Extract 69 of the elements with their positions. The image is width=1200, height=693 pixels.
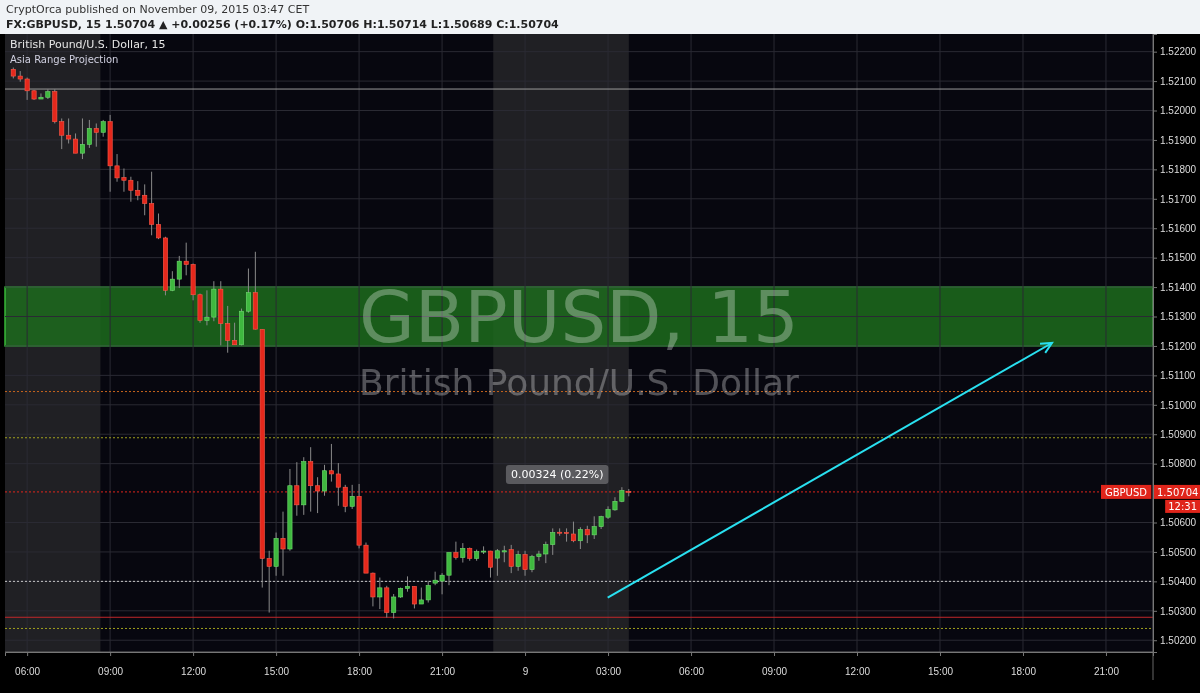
x-tick-label: 09:00 bbox=[98, 666, 124, 677]
y-tick-label: 1.51800 bbox=[1160, 164, 1197, 176]
y-tick-label: 1.52200 bbox=[1160, 46, 1197, 58]
x-tick-label: 21:00 bbox=[1093, 666, 1120, 677]
y-tick-label: 1.50200 bbox=[1160, 634, 1197, 646]
annotation: 0.00324 (0.22%) bbox=[510, 468, 604, 482]
candlestick bbox=[73, 132, 78, 154]
y-tick-label: 1.52000 bbox=[1160, 105, 1197, 117]
text: 12:31 bbox=[1168, 500, 1197, 512]
x-tick-label: 06:00 bbox=[15, 666, 41, 677]
candlestick bbox=[322, 464, 327, 497]
annotation: British Pound/U.S. Dollar, 15 bbox=[10, 38, 166, 51]
x-tick-label: 15:00 bbox=[264, 666, 290, 677]
candlestick bbox=[577, 526, 583, 550]
candlestick bbox=[564, 527, 569, 543]
y-tick-label: 1.51000 bbox=[1160, 399, 1197, 411]
y-tick-label: 1.51300 bbox=[1160, 311, 1197, 323]
y-tick-label: 1.52100 bbox=[1160, 75, 1197, 87]
candlestick bbox=[349, 484, 355, 510]
x-tick-label: 12:00 bbox=[844, 666, 871, 677]
y-tick-label: 1.50500 bbox=[1160, 546, 1197, 558]
annotation: GBPUSD, 15 bbox=[359, 275, 799, 359]
y-tick-label: 1.51100 bbox=[1160, 370, 1196, 382]
candlestick bbox=[80, 117, 85, 160]
ref-line-label: GBPUSD bbox=[1104, 486, 1148, 498]
x-tick-label: 09:00 bbox=[762, 666, 788, 677]
y-tick-label: 1.50300 bbox=[1160, 605, 1197, 617]
candlestick bbox=[245, 268, 251, 314]
candlestick bbox=[86, 119, 92, 149]
y-tick-label: 1.50400 bbox=[1160, 576, 1197, 588]
annotation: British Pound/U.S. Dollar bbox=[359, 362, 800, 403]
x-tick-label: 18:00 bbox=[1010, 666, 1037, 677]
x-tick-label: 06:00 bbox=[679, 666, 705, 677]
chart-title: CryptOrca published on November 09, 2015 03:47 CET bbox=[6, 3, 310, 16]
candlestick bbox=[460, 542, 466, 564]
y-tick-label: 1.51600 bbox=[1160, 222, 1197, 234]
candlestick bbox=[280, 511, 286, 577]
x-tick-label: 15:00 bbox=[927, 666, 954, 677]
text: 1.50704 bbox=[1157, 486, 1199, 498]
x-tick-label: 21:00 bbox=[430, 666, 456, 677]
y-tick-label: 1.50900 bbox=[1160, 428, 1197, 440]
x-tick-label: 18:00 bbox=[347, 666, 373, 677]
y-tick-label: 1.50800 bbox=[1160, 458, 1197, 470]
candlestick bbox=[571, 521, 576, 543]
candlestick bbox=[232, 322, 238, 346]
y-tick-label: 1.51400 bbox=[1160, 281, 1197, 293]
candlestick bbox=[494, 548, 500, 577]
y-tick-label: 1.50600 bbox=[1160, 517, 1197, 529]
candlestick bbox=[149, 171, 155, 236]
candlestick bbox=[522, 550, 528, 577]
candlestick bbox=[377, 577, 383, 610]
x-tick-label: 03:00 bbox=[596, 666, 622, 677]
y-tick-label: 1.51500 bbox=[1160, 252, 1197, 264]
annotation: Asia Range Projection bbox=[10, 54, 119, 65]
candlestick bbox=[93, 122, 99, 148]
candlestick bbox=[411, 585, 417, 609]
candlestick bbox=[508, 544, 514, 574]
x-tick-label: 9 bbox=[522, 666, 529, 677]
candlestick bbox=[488, 550, 493, 579]
candlestick bbox=[515, 550, 521, 572]
candlestick bbox=[156, 213, 161, 240]
y-tick-label: 1.51700 bbox=[1160, 193, 1197, 205]
y-tick-label: 1.51200 bbox=[1160, 340, 1197, 352]
candlestick bbox=[391, 593, 397, 619]
y-tick-label: 1.51900 bbox=[1160, 134, 1197, 146]
candlestick bbox=[328, 443, 334, 483]
x-tick-label: 12:00 bbox=[181, 666, 207, 677]
candlestick bbox=[453, 541, 459, 561]
chart-subtitle: FX:GBPUSD, 15 1.50704 ▲ +0.00256 (+0.17%) O:1.50706 H:1.50714 L:1.50689 C:1.50704 bbox=[6, 18, 560, 31]
